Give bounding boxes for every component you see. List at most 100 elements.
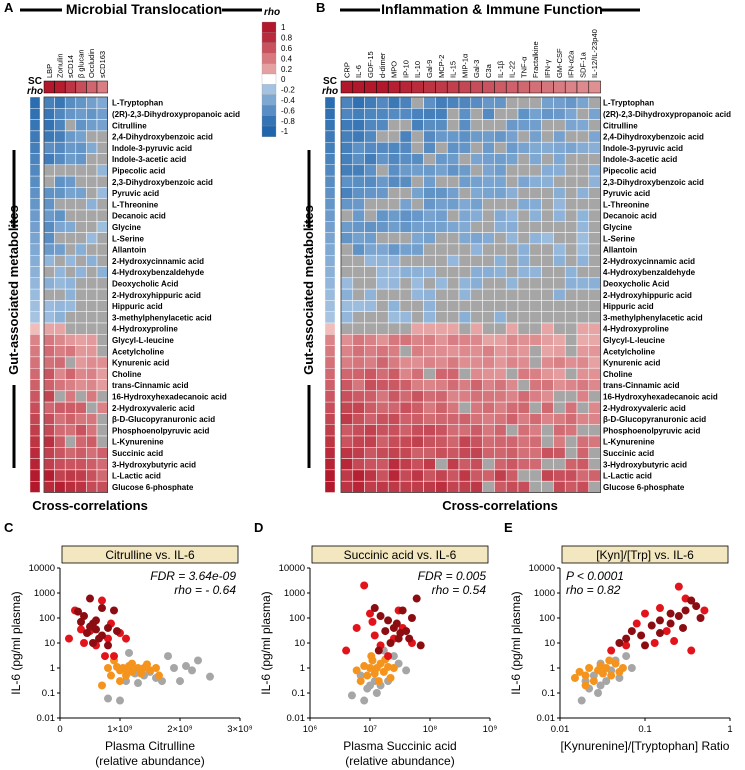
heatmap-cell (54, 198, 66, 211)
heatmap-cell (458, 356, 472, 369)
heatmap-cell (43, 390, 55, 403)
heatmap-cell (494, 164, 507, 177)
sc-label-a: SC (28, 76, 42, 87)
row-label: Kynurenic acid (112, 359, 169, 368)
column-label: GDF-15 (366, 51, 375, 78)
x-tick-label: 0 (57, 724, 62, 735)
heatmap-cell (376, 198, 389, 211)
heatmap-cell (446, 141, 460, 154)
heatmap-cell (435, 108, 448, 120)
heatmap-cell (458, 108, 472, 120)
heatmap-cell (564, 187, 578, 199)
heatmap-cell (364, 153, 377, 166)
heatmap-cell (435, 435, 448, 448)
heatmap-cell (340, 367, 354, 380)
heatmap-cell (435, 266, 448, 279)
heatmap-cell (352, 243, 365, 256)
scatter-point (366, 664, 374, 672)
sc-rho-cell (29, 198, 41, 211)
heatmap-cell (86, 232, 98, 245)
heatmap-cell (43, 277, 55, 290)
sc-rho-cell (324, 108, 336, 120)
heatmap-cell (340, 300, 354, 312)
heatmap-cell (482, 108, 495, 120)
heatmap-cell (376, 221, 389, 233)
heatmap-cell (505, 187, 519, 199)
heatmap-cell (541, 277, 554, 290)
heatmap-cell (387, 108, 401, 120)
row-label: (2R)-2,3-Dihydroxypropanoic acid (603, 110, 731, 119)
heatmap-cell (564, 469, 578, 482)
heatmap-cell (423, 334, 436, 346)
scatter-point (402, 666, 411, 675)
scatter-point (670, 637, 679, 646)
y-tick-label: 0.01 (537, 713, 556, 724)
heatmap-cell (435, 209, 448, 222)
heatmap-cell (446, 232, 460, 245)
heatmap-cell (458, 277, 472, 290)
heatmap-cell (517, 367, 531, 380)
heatmap-cell (588, 209, 601, 222)
heatmap-cell (435, 401, 448, 414)
sc-rho-cell (29, 96, 41, 109)
sc-rho-cell (324, 175, 336, 188)
scatter-point (116, 677, 124, 686)
heatmap-cell (376, 254, 389, 267)
scatter-point (164, 652, 172, 661)
heatmap-cell (376, 175, 389, 188)
heatmap-cell (435, 141, 448, 154)
heatmap-cell (588, 345, 601, 358)
heatmap-cell (399, 221, 413, 233)
x-axis-label: Plasma Citrulline (105, 739, 195, 753)
heatmap-cell (576, 435, 590, 448)
heatmap-cell (435, 96, 448, 109)
sc-rho-cell (29, 368, 41, 380)
heatmap-cell (470, 232, 483, 245)
heatmap-cell (387, 164, 401, 177)
y-tick-label: 0.01 (287, 713, 306, 724)
heatmap-cell (376, 435, 389, 448)
row-label: 2,3-Dihydroxybenzoic acid (112, 178, 213, 187)
scatter-point (122, 665, 130, 674)
heatmap-cell (411, 367, 424, 380)
scatter-point (80, 639, 88, 647)
row-label: Allantoin (603, 246, 637, 255)
heatmap-cell (435, 447, 448, 459)
heatmap-cell (458, 300, 472, 312)
heatmap-cell (423, 277, 436, 290)
heatmap-cell (576, 232, 590, 245)
scatter-point (125, 648, 133, 657)
heatmap-cell (64, 300, 77, 312)
sc-rho-cell (29, 401, 41, 414)
heatmap-cell (399, 266, 413, 279)
heatmap-cell (553, 469, 566, 482)
sc-rho-cell (324, 243, 336, 256)
heatmap-cell (364, 356, 377, 369)
heatmap-cell (364, 96, 377, 109)
scatter-point (602, 664, 611, 672)
heatmap-cell (588, 334, 601, 346)
heatmap-cell (446, 187, 460, 199)
row-label: Acetylcholine (112, 347, 165, 356)
heatmap-cell (470, 108, 483, 120)
scatter-point (194, 656, 202, 665)
row-label: Indole-3-acetic acid (112, 155, 186, 164)
y-tick-label: 10000 (29, 563, 55, 574)
heatmap-cell (340, 130, 354, 143)
sc-rho-cell (324, 221, 336, 233)
heatmap-cell (541, 164, 554, 177)
heatmap-cell (482, 322, 495, 335)
heatmap-cell (86, 130, 98, 143)
scatter-point (637, 631, 646, 640)
heatmap-cell (576, 119, 590, 132)
heatmap-cell (86, 424, 98, 437)
column-header-swatch (458, 80, 472, 94)
heatmap-cell (529, 153, 542, 166)
heatmap-cell (553, 187, 566, 199)
heatmap-cell (64, 108, 77, 120)
heatmap-cell (364, 288, 377, 301)
heatmap-cell (564, 413, 578, 425)
colorbar-tick-label: -0.8 (281, 117, 295, 126)
heatmap-cell (494, 356, 507, 369)
heatmap-cell (482, 277, 495, 290)
